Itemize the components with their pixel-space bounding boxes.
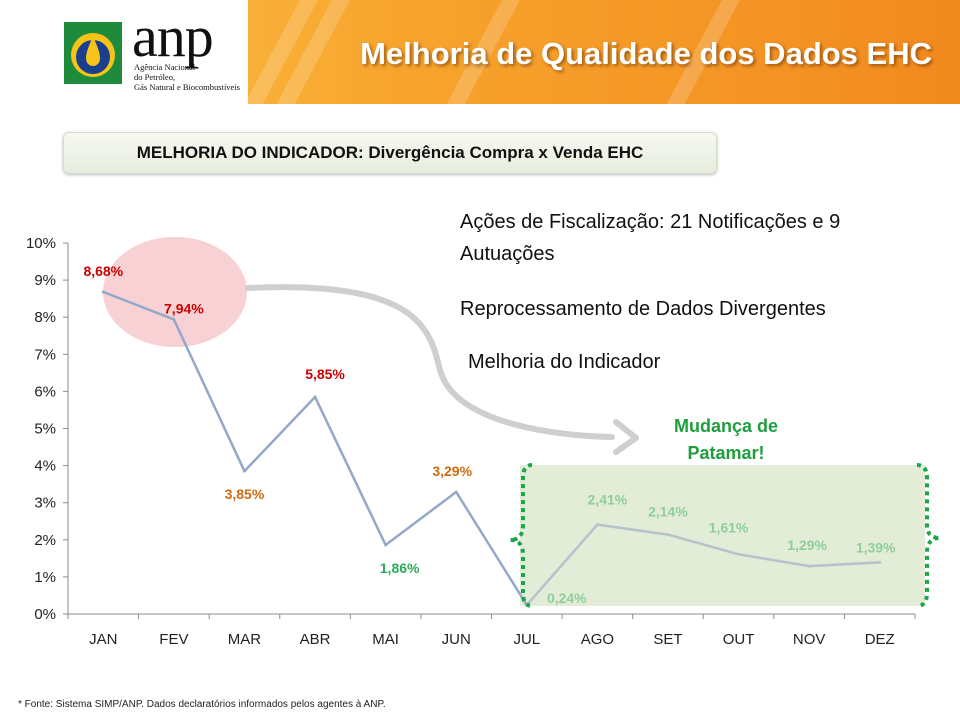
logo-subtitle-line: Agência Nacional [134, 62, 196, 72]
data-point [807, 564, 811, 568]
x-tick-label: AGO [581, 631, 614, 648]
actions-text: Ações de Fiscalização: 21 Notificações e… [460, 206, 840, 270]
x-tick-label: OUT [723, 631, 755, 648]
trend-arrow [245, 284, 615, 440]
series-line-after [525, 523, 880, 606]
data-point [242, 469, 246, 473]
data-point [172, 317, 176, 321]
logo: anp Agência Nacional do Petróleo, Gás Na… [0, 0, 248, 104]
y-tick-label: 8% [34, 309, 56, 326]
annotation-text: Patamar! [687, 443, 764, 463]
data-label: 1,39% [856, 539, 896, 555]
data-label: 3,85% [225, 486, 265, 502]
data-label: 0,24% [547, 590, 587, 606]
y-tick-label: 0% [34, 606, 56, 623]
arrow-head-icon [613, 419, 639, 455]
x-tick-label: JUL [513, 631, 540, 648]
right-bracket [916, 463, 941, 608]
logo-wordmark: anp [132, 4, 214, 69]
data-point [313, 395, 317, 399]
anp-logo-icon [64, 22, 122, 84]
page-title: Melhoria de Qualidade dos Dados EHC [360, 36, 932, 71]
x-tick-label: ABR [300, 631, 331, 648]
highlight-ellipse [103, 237, 247, 347]
x-tick-label: FEV [159, 631, 188, 648]
annotation-text: Mudança de [674, 416, 778, 436]
left-bracket [509, 463, 533, 608]
data-point [878, 560, 882, 564]
x-tick-label: NOV [793, 631, 826, 648]
data-label: 2,41% [588, 492, 628, 508]
y-tick-label: 2% [34, 532, 56, 549]
data-label: 3,29% [432, 463, 472, 479]
data-label: 8,68% [83, 263, 123, 279]
footnote: * Fonte: Sistema SIMP/ANP. Dados declara… [18, 699, 386, 710]
actions-line: Autuações [460, 243, 555, 265]
data-point [384, 543, 388, 547]
section-subtitle: MELHORIA DO INDICADOR: Divergência Compr… [136, 143, 644, 162]
y-tick-label: 9% [34, 272, 56, 289]
section-subtitle-box: MELHORIA DO INDICADOR: Divergência Compr… [63, 132, 717, 174]
data-label: 7,94% [164, 300, 204, 316]
data-label: 1,61% [709, 519, 749, 535]
y-tick-label: 1% [34, 569, 56, 586]
data-point [454, 490, 458, 494]
x-tick-label: JUN [442, 631, 471, 648]
actions-line: Ações de Fiscalização: 21 Notificações e… [460, 211, 841, 233]
x-tick-label: SET [653, 631, 682, 648]
data-label: 2,14% [648, 504, 688, 520]
data-label: 1,86% [380, 560, 420, 576]
reprocess-text: Reprocessamento de Dados Divergentes [460, 298, 826, 320]
x-tick-label: JAN [89, 631, 117, 648]
data-point [595, 523, 599, 527]
logo-subtitle: Agência Nacional do Petróleo, Gás Natura… [134, 62, 244, 92]
data-point [666, 533, 670, 537]
data-label: 5,85% [305, 366, 345, 382]
data-point [737, 552, 741, 556]
y-tick-label: 3% [34, 495, 56, 512]
improvement-text: Melhoria do Indicador [468, 351, 661, 373]
y-tick-label: 10% [26, 235, 56, 252]
x-tick-label: MAR [228, 631, 262, 648]
y-tick-label: 7% [34, 346, 56, 363]
x-tick-label: MAI [372, 631, 399, 648]
x-tick-label: DEZ [865, 631, 895, 648]
new-level-box [520, 465, 925, 606]
y-tick-label: 5% [34, 421, 56, 438]
y-tick-label: 6% [34, 383, 56, 400]
data-label: 1,29% [787, 537, 827, 553]
logo-subtitle-line: Gás Natural e Biocombustíveis [134, 82, 240, 92]
y-tick-label: 4% [34, 458, 56, 475]
logo-subtitle-line: do Petróleo, [134, 72, 176, 82]
data-point [101, 290, 105, 294]
header-banner: anp Agência Nacional do Petróleo, Gás Na… [0, 0, 960, 104]
